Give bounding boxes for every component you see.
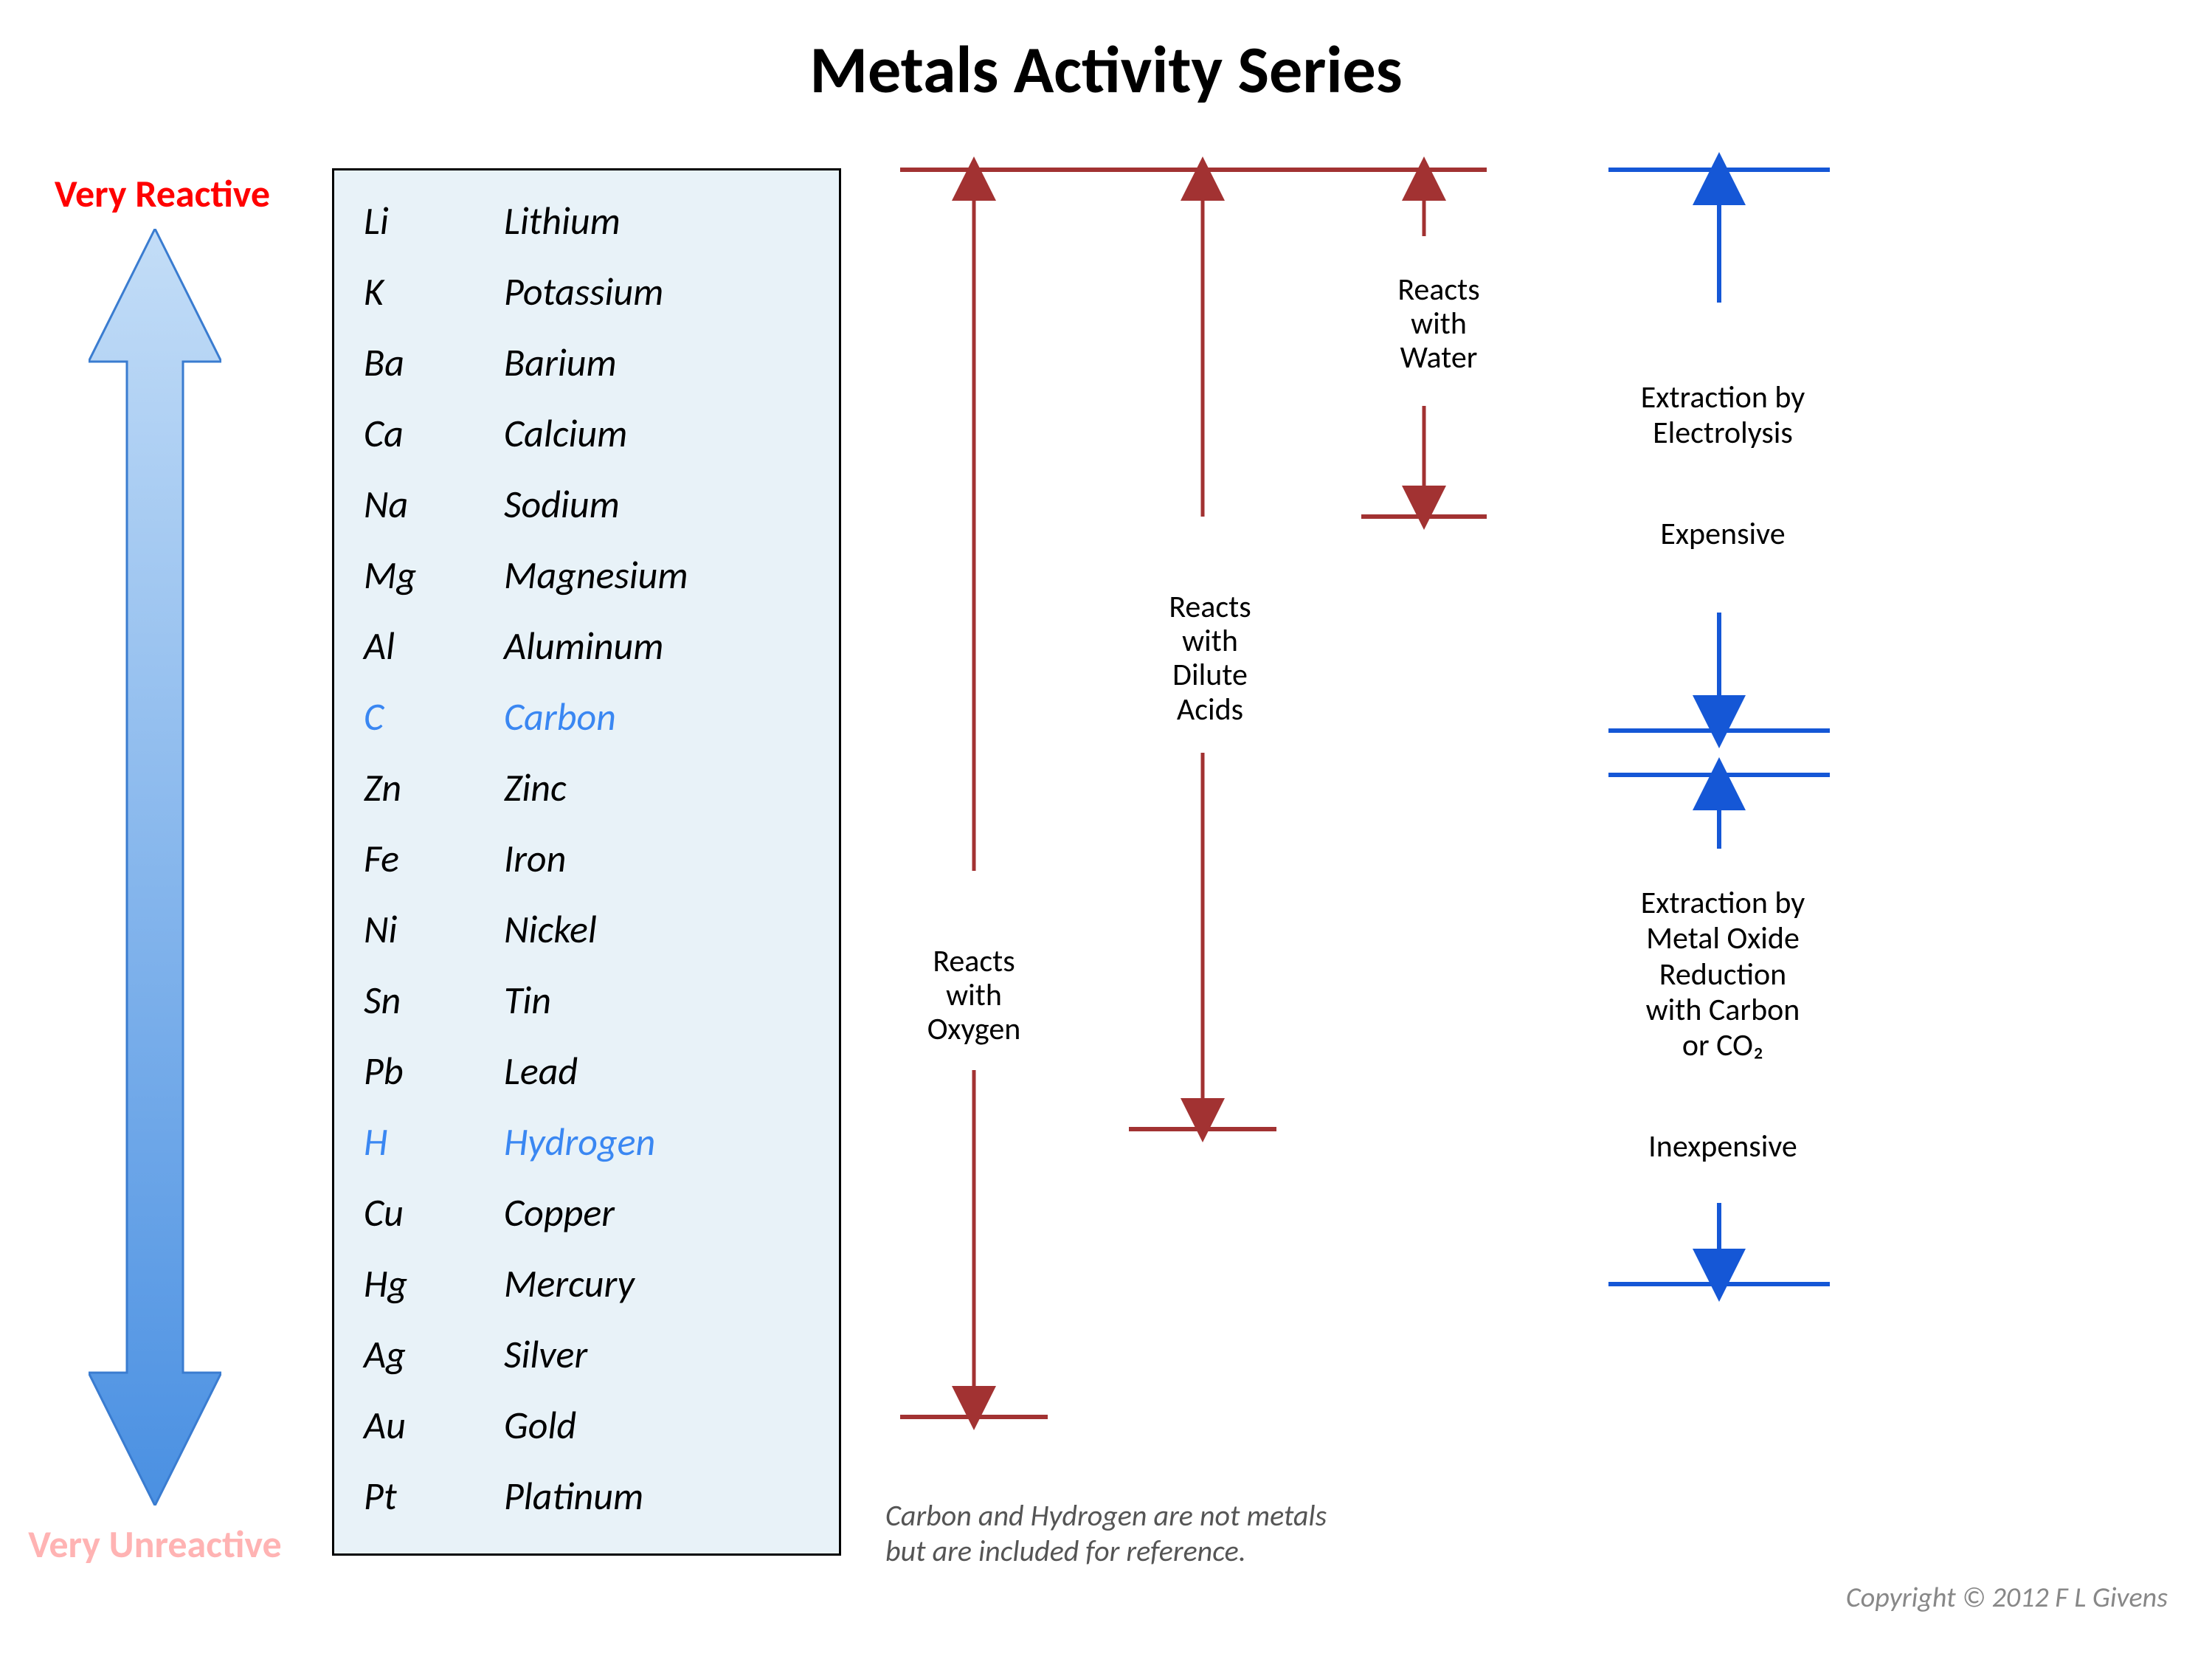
metal-name: Potassium — [504, 268, 817, 315]
metal-symbol: Ni — [364, 906, 504, 953]
metal-symbol: Mg — [364, 551, 504, 599]
metal-name: Carbon — [504, 693, 817, 740]
reacts-range-label: Reacts with Water — [1365, 273, 1513, 376]
extraction-label: Expensive — [1608, 517, 1837, 552]
metal-symbol: Ba — [364, 339, 504, 386]
metal-name: Hydrogen — [504, 1118, 817, 1165]
metal-name: Sodium — [504, 480, 817, 528]
metal-row: PbLead — [364, 1035, 817, 1106]
metal-symbol: Zn — [364, 764, 504, 811]
metal-symbol: Ag — [364, 1331, 504, 1378]
metal-row: ZnZinc — [364, 752, 817, 823]
metal-row: AgSilver — [364, 1319, 817, 1390]
metal-name: Tin — [504, 976, 817, 1024]
metal-symbol: Sn — [364, 976, 504, 1024]
metal-row: KPotassium — [364, 256, 817, 327]
metal-symbol: Li — [364, 197, 504, 244]
metal-row: NaSodium — [364, 469, 817, 539]
metal-row: LiLithium — [364, 185, 817, 256]
metal-row: CuCopper — [364, 1177, 817, 1248]
metal-row: FeIron — [364, 823, 817, 894]
footnote-text: Carbon and Hydrogen are not metals but a… — [885, 1498, 1327, 1569]
metal-row: CaCalcium — [364, 398, 817, 469]
metal-name: Magnesium — [504, 551, 817, 599]
metal-name: Lithium — [504, 197, 817, 244]
metal-symbol: K — [364, 268, 504, 315]
metal-name: Gold — [504, 1401, 817, 1449]
metal-symbol: H — [364, 1118, 504, 1165]
extraction-label: Extraction by Metal Oxide Reduction with… — [1608, 886, 1837, 1063]
metal-symbol: Ca — [364, 410, 504, 457]
metal-symbol: Al — [364, 622, 504, 669]
metal-row: PtPlatinum — [364, 1460, 817, 1531]
metal-symbol: Pb — [364, 1047, 504, 1094]
metals-list-box: LiLithiumKPotassiumBaBariumCaCalciumNaSo… — [332, 168, 841, 1556]
metal-name: Zinc — [504, 764, 817, 811]
metal-symbol: Hg — [364, 1260, 504, 1307]
reactivity-label-top: Very Reactive — [30, 170, 295, 217]
metal-name: Lead — [504, 1047, 817, 1094]
metal-name: Copper — [504, 1189, 817, 1236]
metal-symbol: Fe — [364, 835, 504, 882]
reacts-range-label: Reacts with Oxygen — [900, 945, 1048, 1047]
extraction-label: Extraction by Electrolysis — [1608, 380, 1837, 452]
metal-symbol: Au — [364, 1401, 504, 1449]
metal-row: BaBarium — [364, 327, 817, 398]
metal-name: Iron — [504, 835, 817, 882]
reactivity-double-arrow-icon — [89, 229, 221, 1505]
metal-row: SnTin — [364, 965, 817, 1035]
metal-symbol: Pt — [364, 1472, 504, 1520]
metal-symbol: Cu — [364, 1189, 504, 1236]
metal-row: AlAluminum — [364, 610, 817, 681]
page-title: Metals Activity Series — [0, 30, 2212, 111]
metal-name: Calcium — [504, 410, 817, 457]
extraction-label: Inexpensive — [1608, 1129, 1837, 1165]
metal-row: HgMercury — [364, 1248, 817, 1319]
metal-name: Nickel — [504, 906, 817, 953]
metal-row: AuGold — [364, 1390, 817, 1460]
reactivity-label-bottom: Very Unreactive — [0, 1520, 310, 1567]
metal-row: NiNickel — [364, 894, 817, 965]
metal-symbol: C — [364, 693, 504, 740]
metal-name: Silver — [504, 1331, 817, 1378]
metal-name: Mercury — [504, 1260, 817, 1307]
metal-row: HHydrogen — [364, 1106, 817, 1177]
metal-row: CCarbon — [364, 681, 817, 752]
metal-name: Aluminum — [504, 622, 817, 669]
metal-row: MgMagnesium — [364, 539, 817, 610]
reacts-range-label: Reacts with Dilute Acids — [1136, 590, 1284, 727]
diagram-canvas: Metals Activity Series Very Reactive Ver… — [0, 0, 2212, 1659]
metal-name: Platinum — [504, 1472, 817, 1520]
copyright-text: Copyright © 2012 F L Givens — [1846, 1581, 2168, 1615]
metal-symbol: Na — [364, 480, 504, 528]
metal-name: Barium — [504, 339, 817, 386]
